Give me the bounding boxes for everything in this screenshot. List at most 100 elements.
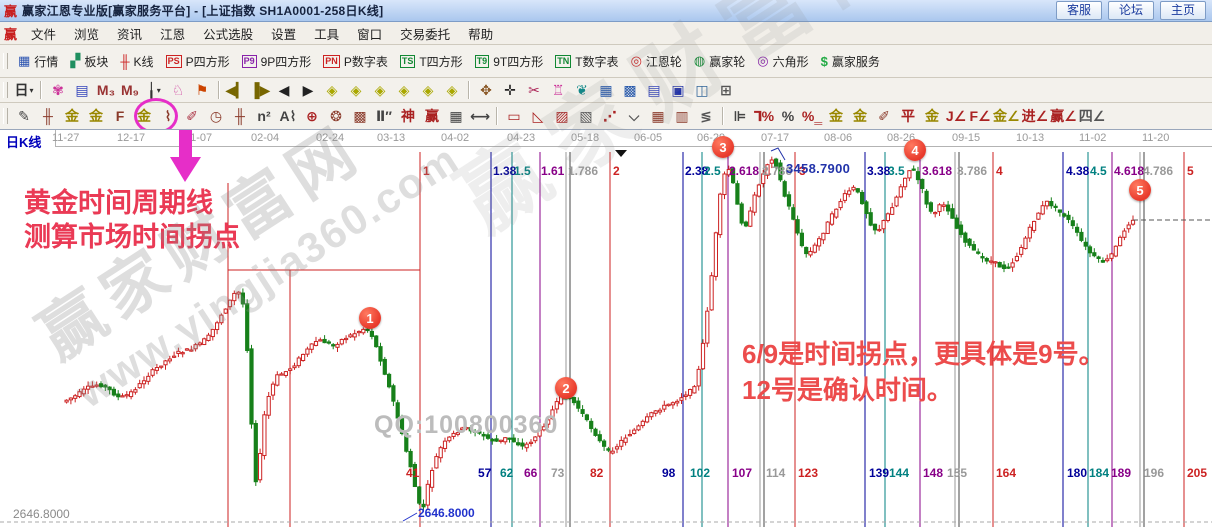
nav-icon-28[interactable]: ▩	[623, 81, 637, 98]
menu-item-4[interactable]: 江恩	[160, 27, 186, 42]
toolbar-main-item-8[interactable]: T9 9T四方形	[469, 51, 550, 72]
draw-icon-1[interactable]: ✎	[18, 107, 30, 124]
draw-icon-13[interactable]: ⊕	[306, 107, 318, 124]
draw-icon-3[interactable]: 金	[65, 108, 79, 124]
menu-item-6[interactable]: 设置	[271, 27, 297, 42]
draw-icon-30[interactable]: ≶	[700, 107, 712, 124]
menu-item-3[interactable]: 资讯	[117, 27, 143, 42]
toolbar-main-item-13[interactable]: $ 赢家服务	[815, 51, 886, 72]
nav-icon-15[interactable]: ◈	[326, 81, 338, 98]
nav-icon-27[interactable]: ▦	[599, 81, 613, 98]
toolbar-main-item-6[interactable]: PN P数字表	[317, 51, 394, 72]
toolbar-main-item-7[interactable]: TS T四方形	[394, 51, 469, 72]
toolbar-main-item-1[interactable]: ▦ 行情	[12, 51, 64, 72]
menu-item-2[interactable]: 浏览	[74, 27, 100, 42]
nav-icon-19[interactable]: ◈	[422, 81, 434, 98]
draw-icon-2[interactable]: ╫	[43, 108, 53, 124]
draw-icon-32[interactable]: ⊫	[733, 107, 747, 124]
draw-icon-24[interactable]: ▨	[555, 107, 569, 124]
menu-item-8[interactable]: 窗口	[357, 27, 383, 42]
titlebar-button-3[interactable]: 主页	[1159, 1, 1206, 20]
nav-icon-29[interactable]: ▤	[647, 81, 661, 98]
menu-item-7[interactable]: 工具	[314, 27, 340, 42]
draw-icon-46[interactable]: 四∠	[1078, 108, 1106, 124]
draw-icon-4[interactable]: 金	[89, 108, 103, 124]
nav-icon-14[interactable]: ▶	[302, 81, 314, 98]
draw-icon-42[interactable]: F∠	[969, 107, 991, 124]
titlebar-button-1[interactable]: 客服	[1055, 1, 1102, 20]
draw-icon-22[interactable]: ▭	[507, 107, 521, 124]
toolbar-main-item-5[interactable]: P9 9P四方形	[236, 51, 318, 72]
nav-icon-8[interactable]: ♘	[171, 81, 185, 98]
draw-icon-17[interactable]: 神	[401, 108, 415, 124]
nav-icon-9[interactable]: ⚑	[195, 81, 209, 98]
nav-icon-20[interactable]: ◈	[446, 81, 458, 98]
draw-icon-29[interactable]: ▥	[675, 107, 689, 124]
chart-area[interactable]	[0, 130, 1212, 527]
draw-icon-34[interactable]: %	[781, 108, 795, 124]
nav-icon-11[interactable]: ◀▎	[225, 81, 247, 98]
draw-icon-14[interactable]: ❂	[330, 107, 342, 124]
draw-icon-41[interactable]: J∠	[945, 107, 967, 124]
nav-icon-13[interactable]: ◀	[278, 81, 290, 98]
nav-icon-17[interactable]: ◈	[374, 81, 386, 98]
draw-icon-12[interactable]: A⌇	[279, 107, 297, 124]
nav-icon-7[interactable]: ╽ ▾	[147, 81, 161, 98]
draw-icon-16[interactable]: Ⅱ″	[376, 107, 392, 124]
draw-icon-37[interactable]: 金	[853, 108, 867, 124]
draw-icon-5[interactable]: F	[115, 108, 125, 124]
draw-icon-26[interactable]: ⋰	[603, 107, 617, 124]
nav-icon-6[interactable]: M₉	[121, 82, 139, 98]
toolbar-main-item-10[interactable]: ◎ 江恩轮	[625, 51, 688, 72]
draw-icon-25[interactable]: ▧	[579, 107, 593, 124]
draw-icon-39[interactable]: 平	[901, 108, 915, 124]
draw-icon-27[interactable]: ⌵	[628, 107, 640, 124]
draw-icon-36[interactable]: 金	[829, 108, 843, 124]
toolbar-main-item-2[interactable]: ▞ 板块	[64, 51, 114, 72]
titlebar-button-2[interactable]: 论坛	[1107, 1, 1154, 20]
draw-icon-8[interactable]: ✐	[186, 107, 198, 124]
nav-icon-25[interactable]: ♖	[551, 81, 565, 98]
draw-icon-20[interactable]: ⟷	[469, 107, 491, 124]
nav-icon-30[interactable]: ▣	[671, 81, 685, 98]
draw-icon-9[interactable]: ◷	[209, 107, 223, 124]
nav-icon-18[interactable]: ◈	[398, 81, 410, 98]
nav-icon-23[interactable]: ✛	[504, 81, 516, 98]
nav-icon-4[interactable]: ▤	[75, 81, 89, 98]
draw-icon-44[interactable]: 进∠	[1021, 108, 1049, 124]
draw-icon-19[interactable]: ▦	[449, 107, 463, 124]
nav-icon-24[interactable]: ✂	[528, 81, 540, 98]
nav-icon-26[interactable]: ❦	[576, 81, 588, 98]
menu-item-10[interactable]: 帮助	[468, 27, 494, 42]
draw-icon-23[interactable]: ◺	[532, 107, 544, 124]
date-tick-07-17: 07-17	[761, 132, 790, 144]
nav-icon-16[interactable]: ◈	[350, 81, 362, 98]
draw-icon-28[interactable]: ▦	[651, 107, 665, 124]
draw-icon-18[interactable]: 赢	[425, 108, 439, 124]
toolbar-main-item-12[interactable]: ◎ 六角形	[751, 51, 814, 72]
draw-icon-45[interactable]: 赢∠	[1050, 108, 1077, 124]
nav-icon-1[interactable]: 日 ▾	[14, 82, 34, 98]
toolbar-main-item-11[interactable]: ◍ 赢家轮	[688, 51, 751, 72]
toolbar-main-item-9[interactable]: TN T数字表	[549, 51, 624, 72]
draw-icon-10[interactable]: ╫	[235, 108, 245, 124]
draw-icon-43[interactable]: 金∠	[993, 108, 1020, 124]
draw-icon-35[interactable]: %‗	[801, 108, 823, 124]
draw-icon-11[interactable]: n²	[257, 108, 271, 124]
nav-icon-3[interactable]: ✾	[52, 81, 64, 98]
marker-2: 2	[555, 377, 577, 399]
nav-icon-32[interactable]: ⊞	[720, 81, 732, 98]
menu-item-1[interactable]: 文件	[31, 27, 57, 42]
nav-icon-5[interactable]: M₃	[96, 82, 116, 98]
draw-icon-15[interactable]: ▩	[353, 107, 367, 124]
toolbar-main-item-3[interactable]: ╫ K线	[114, 51, 159, 72]
draw-icon-38[interactable]: ✐	[878, 107, 890, 124]
nav-icon-22[interactable]: ✥	[480, 81, 492, 98]
nav-icon-31[interactable]: ◫	[695, 81, 709, 98]
toolbar-main-item-4[interactable]: PS P四方形	[160, 51, 236, 72]
draw-icon-40[interactable]: 金	[925, 108, 939, 124]
nav-icon-12[interactable]: ▐▶	[249, 81, 271, 98]
menu-item-5[interactable]: 公式选股	[203, 27, 254, 42]
menu-item-9[interactable]: 交易委托	[400, 27, 451, 42]
draw-icon-33[interactable]: ⅂%	[753, 107, 775, 124]
